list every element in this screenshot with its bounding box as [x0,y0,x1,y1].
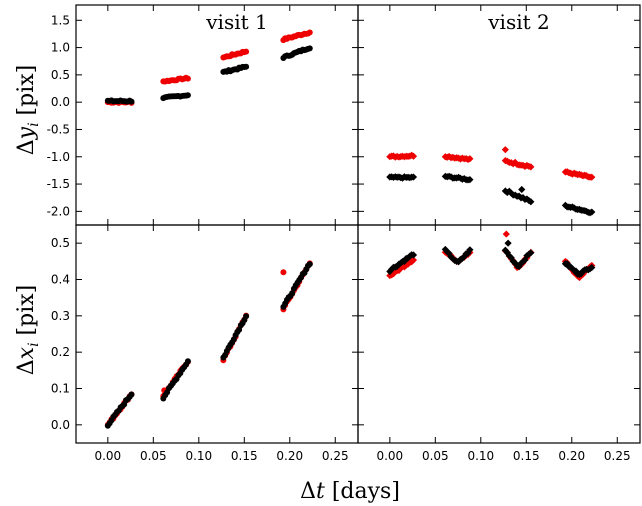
x-tick-label: 0.00 [94,449,121,463]
panel-title: visit 2 [487,10,549,34]
y-tick-label: 0.0 [51,95,70,109]
y-tick-label: -1.0 [47,150,70,164]
point-red [502,230,510,238]
point-black [466,176,474,184]
point-red [306,29,313,36]
point-black [447,253,455,261]
panel-3: 0.00 0.05 0.10 0.15 0.20 0.25 [357,224,641,463]
y-tick-label: -1.5 [47,177,70,191]
point-black [511,259,519,267]
y-tick-label: 0.5 [51,68,70,82]
point-black [588,263,596,272]
point-red [527,163,535,171]
point-black [588,208,596,216]
xlabel: Δt [days] [300,479,400,504]
point-black [504,239,512,247]
x-tick-label: 0.25 [322,449,349,463]
x-tick-label: 0.15 [231,449,258,463]
point-black [527,249,535,257]
y-tick-label: -2.0 [47,204,70,218]
ylabel-top: Δyi [pix] [14,65,42,156]
x-tick-label: 0.00 [376,449,403,463]
point-black [386,267,394,276]
point-black [184,358,191,365]
panel-frame [357,224,641,444]
point-black [409,251,418,259]
point-black [445,249,453,258]
y-tick-label: 1.5 [51,13,70,27]
point-red [184,75,191,82]
point-red [511,158,519,166]
y-tick-label: 1.0 [51,41,70,55]
panels-layer: 1.5 1.0 0.5 0.0 -0.5 -1.0 -1.5 -2.0 visit 1 visit… [47,4,641,463]
x-tick-label: 0.10 [185,449,212,463]
panel-1: visit 2 [357,4,641,226]
point-black [236,326,243,333]
point-red [243,48,250,55]
point-black [568,265,577,273]
point-black [460,252,468,261]
point-black [128,98,135,105]
point-black [306,261,313,268]
point-black [572,267,580,275]
point-red [409,256,418,264]
y-tick-label: 0.2 [51,345,70,359]
point-black [519,258,527,266]
point-black [184,92,191,99]
point-black [515,262,523,271]
y-tick-label: 0.4 [51,273,70,287]
x-tick-label: 0.05 [140,449,167,463]
point-black [306,45,313,52]
point-black [466,246,474,254]
point-red [280,269,287,276]
point-black [519,194,527,202]
point-black [128,391,135,398]
x-tick-label: 0.15 [513,449,540,463]
y-tick-label: 0.0 [51,418,70,432]
point-black [527,198,535,206]
y-tick-label: 0.5 [51,236,70,250]
y-tick-label: 0.1 [51,382,70,396]
point-red [409,152,418,160]
point-black [454,258,463,266]
x-tick-label: 0.10 [467,449,494,463]
panel-title: visit 1 [205,10,267,34]
x-tick-label: 0.25 [604,449,631,463]
point-black [505,187,513,195]
panel-frame [357,4,641,226]
point-black [404,254,412,262]
y-tick-label: 0.3 [51,309,70,323]
point-black [518,185,526,194]
point-black [409,173,418,181]
point-black [509,257,517,265]
y-tick-label: -0.5 [47,122,70,136]
panel-frame [75,4,359,226]
point-black [243,313,250,320]
point-black [507,254,515,262]
panel-2: 0.00 0.05 0.10 0.15 0.20 0.25 0.5 0.4 0.3 0.2 0.1 0… [51,224,359,463]
ylabel-bottom: Δxi [pix] [14,285,42,375]
point-red [588,173,596,181]
point-red [466,155,474,163]
point-black [505,252,513,260]
point-red [501,146,509,154]
x-tick-label: 0.20 [558,449,585,463]
x-tick-label: 0.20 [276,449,303,463]
point-black [289,290,296,297]
point-black [243,63,250,70]
panel-0: 1.5 1.0 0.5 0.0 -0.5 -1.0 -1.5 -2.0 visit 1 [47,4,359,226]
x-tick-label: 0.05 [422,449,449,463]
